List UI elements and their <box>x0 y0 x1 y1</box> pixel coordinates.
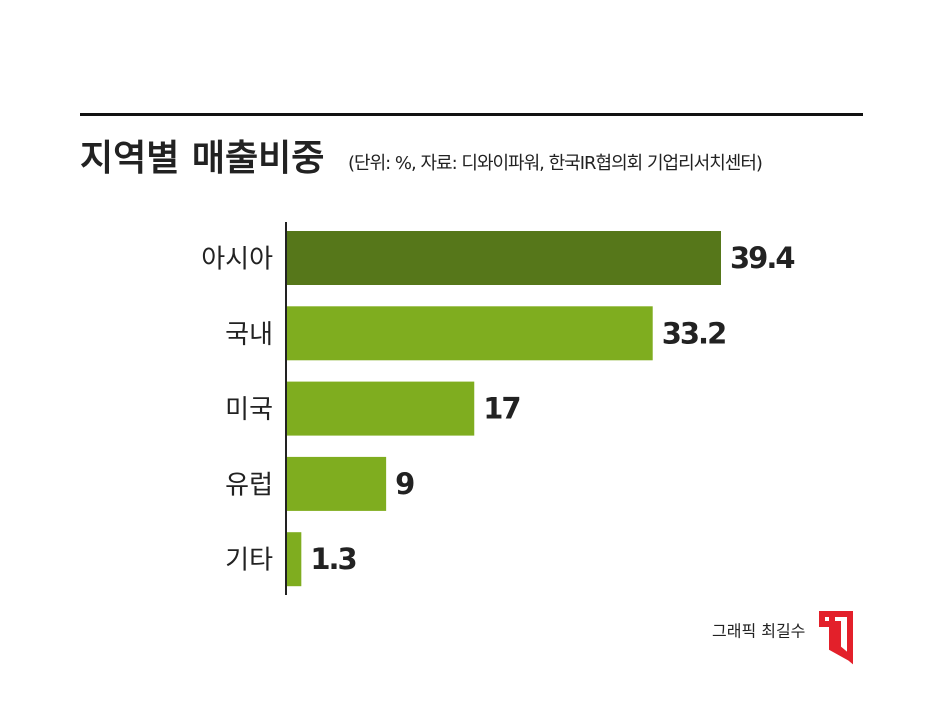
bar <box>287 532 302 587</box>
logo <box>819 611 853 665</box>
y-tick-label: 기타 <box>225 546 273 576</box>
bar <box>287 456 387 511</box>
top-rule <box>80 113 863 116</box>
value-label: 9 <box>395 467 414 501</box>
chart-title: 지역별 매출비중 <box>80 138 324 179</box>
chart-subtitle: (단위: %, 자료: 디와이파워, 한국IR협의회 기업리서치센터) <box>348 153 762 174</box>
value-label: 39.4 <box>730 241 794 275</box>
bar <box>287 381 475 436</box>
value-label: 1.3 <box>310 542 355 576</box>
bar <box>287 306 653 361</box>
y-tick-label: 미국 <box>225 395 273 425</box>
y-tick-label: 유럽 <box>225 470 273 500</box>
y-tick-label: 국내 <box>225 320 273 350</box>
credit: 그래픽 최길수 <box>712 622 805 641</box>
bar <box>287 231 721 285</box>
y-tick-label: 아시아 <box>201 245 273 275</box>
value-label: 17 <box>483 392 519 426</box>
value-label: 33.2 <box>662 316 726 350</box>
